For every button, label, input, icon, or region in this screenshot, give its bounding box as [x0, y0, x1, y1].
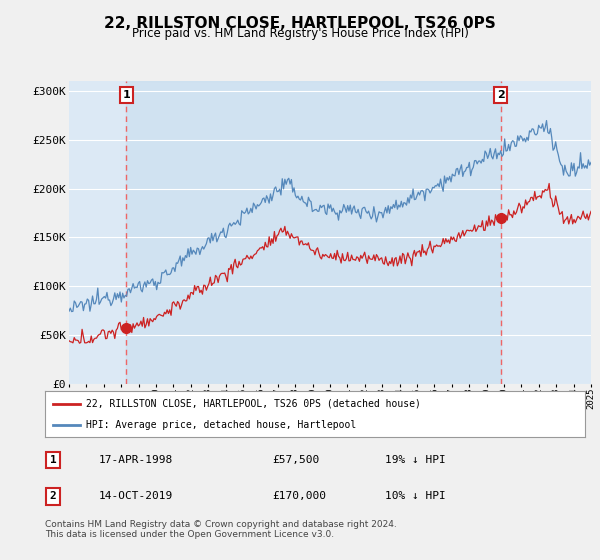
Text: 1: 1	[50, 455, 56, 465]
Text: Contains HM Land Registry data © Crown copyright and database right 2024.
This d: Contains HM Land Registry data © Crown c…	[45, 520, 397, 539]
Text: HPI: Average price, detached house, Hartlepool: HPI: Average price, detached house, Hart…	[86, 421, 356, 430]
Text: £170,000: £170,000	[272, 491, 326, 501]
Text: 19% ↓ HPI: 19% ↓ HPI	[385, 455, 446, 465]
Text: 14-OCT-2019: 14-OCT-2019	[99, 491, 173, 501]
Text: £57,500: £57,500	[272, 455, 319, 465]
Text: 1: 1	[122, 90, 130, 100]
Text: Price paid vs. HM Land Registry's House Price Index (HPI): Price paid vs. HM Land Registry's House …	[131, 27, 469, 40]
Text: 22, RILLSTON CLOSE, HARTLEPOOL, TS26 0PS (detached house): 22, RILLSTON CLOSE, HARTLEPOOL, TS26 0PS…	[86, 399, 421, 409]
Text: 2: 2	[50, 491, 56, 501]
Bar	[127, 81, 500, 384]
Text: 10% ↓ HPI: 10% ↓ HPI	[385, 491, 446, 501]
Text: 17-APR-1998: 17-APR-1998	[99, 455, 173, 465]
Text: 2: 2	[497, 90, 505, 100]
Text: 22, RILLSTON CLOSE, HARTLEPOOL, TS26 0PS: 22, RILLSTON CLOSE, HARTLEPOOL, TS26 0PS	[104, 16, 496, 31]
